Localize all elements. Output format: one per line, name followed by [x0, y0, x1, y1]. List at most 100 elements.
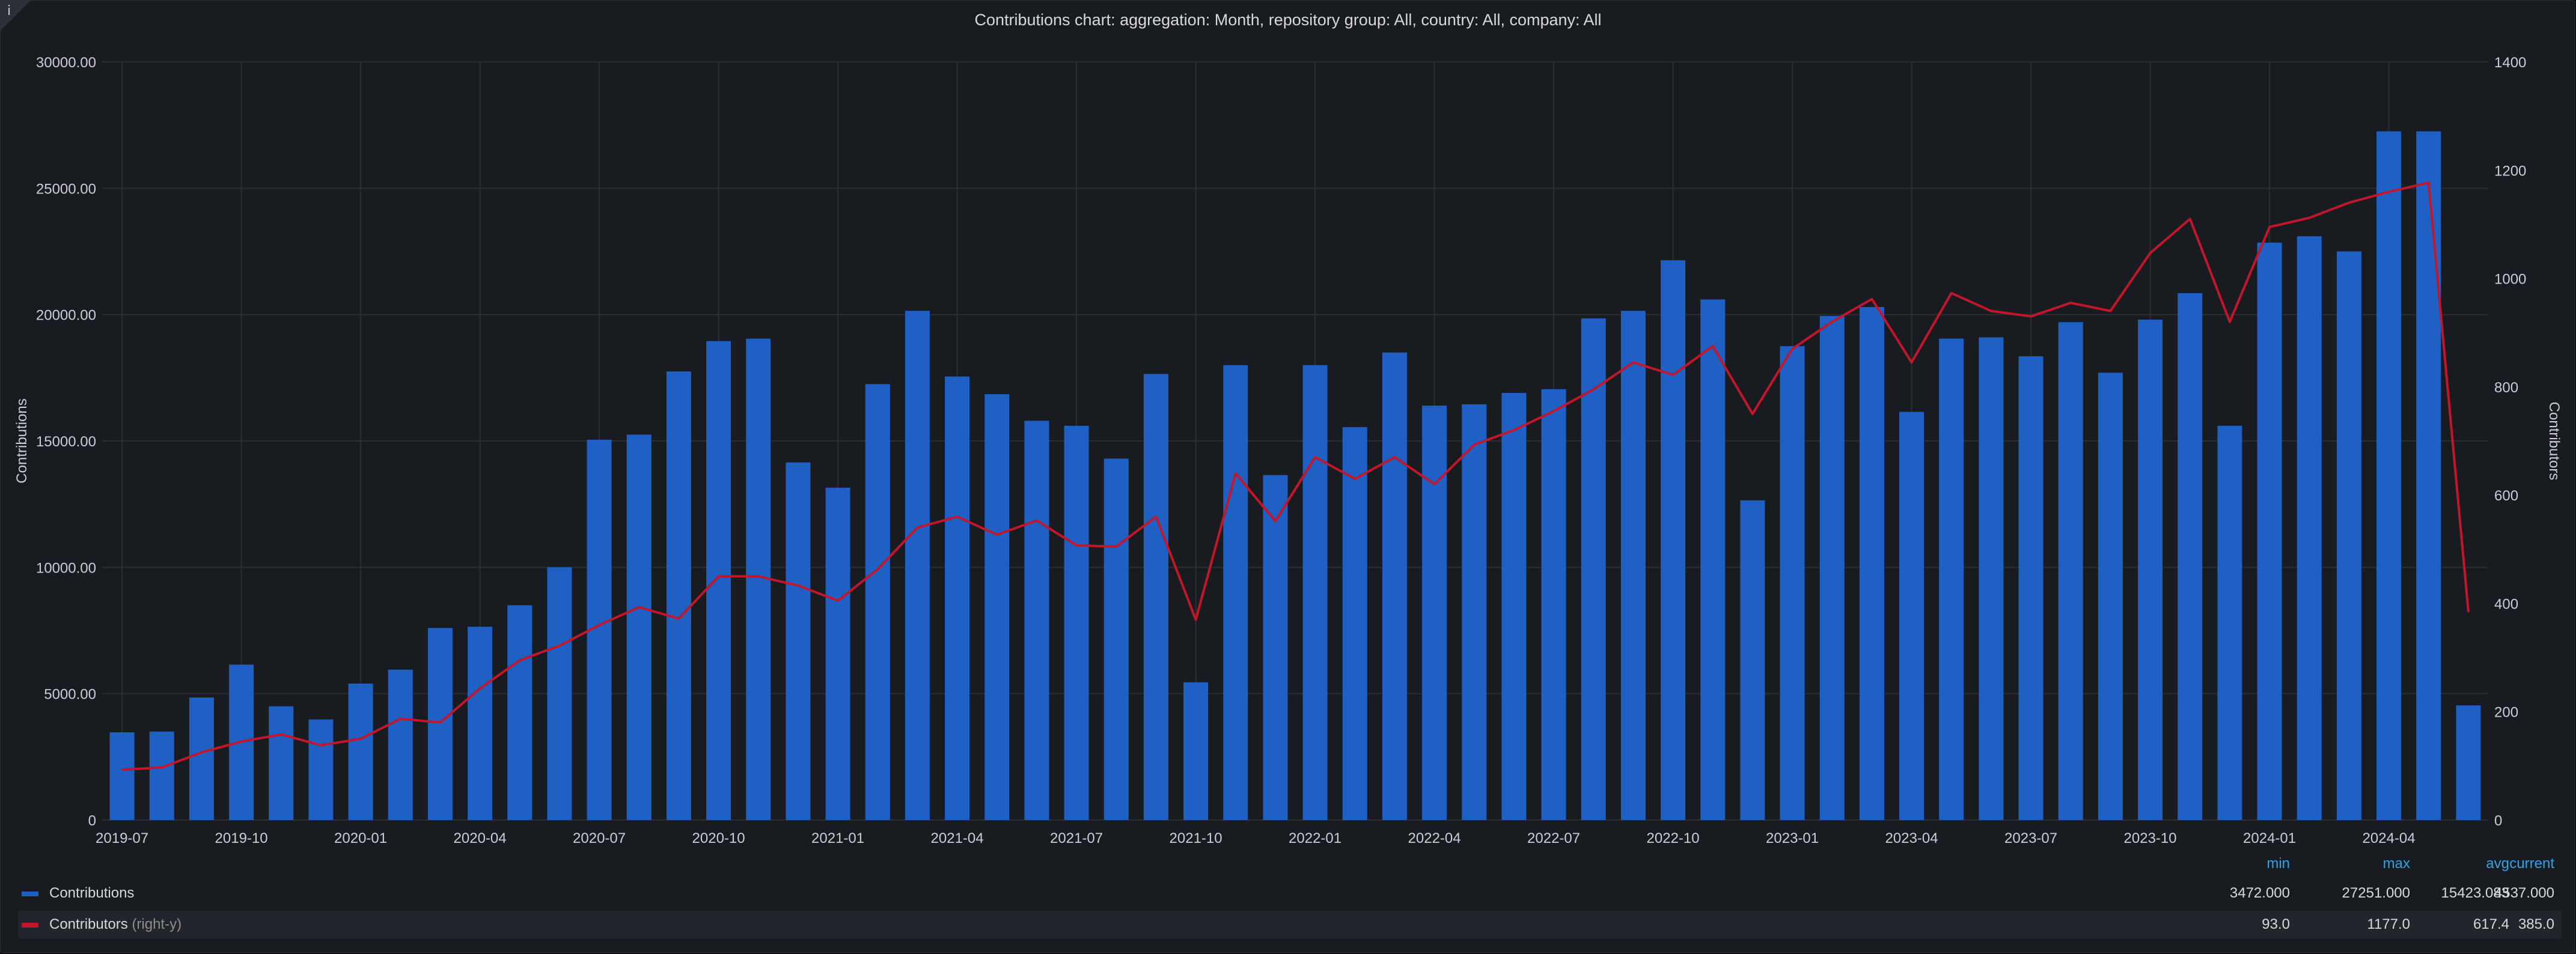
chart-plot: 0 5000.00 10000.00 15000.00 20000.00 25000.00… — [14, 55, 2562, 846]
bar-contributions — [1700, 299, 1726, 821]
point-contributors — [1751, 413, 1754, 415]
y-tick-label: 30000.00 — [36, 55, 96, 71]
x-tick-label: 2019-10 — [215, 830, 268, 846]
bar-contributions — [1103, 458, 1129, 820]
bar-contributions — [2018, 356, 2043, 820]
bar-contributions — [2336, 251, 2361, 820]
point-contributors — [718, 575, 720, 577]
bar-contributions — [2138, 320, 2163, 820]
legend-header-max[interactable]: max — [2382, 855, 2410, 872]
bar-contributions — [2178, 293, 2203, 820]
x-tick-label: 2023-01 — [1766, 830, 1819, 846]
point-contributors — [1433, 483, 1436, 485]
point-contributors — [1513, 429, 1515, 431]
point-contributors — [916, 526, 918, 529]
bar-contributions — [1342, 427, 1367, 820]
legend-header-min[interactable]: min — [2266, 855, 2290, 872]
bar-contributions — [468, 627, 493, 820]
x-tick-label: 2020-10 — [692, 830, 745, 846]
x-tick-label: 2022-01 — [1289, 830, 1341, 846]
point-contributors — [519, 659, 521, 661]
bar-contributions — [1661, 260, 1686, 820]
point-contributors — [2149, 252, 2152, 254]
point-contributors — [439, 722, 441, 724]
bar-contributions — [2257, 242, 2282, 820]
legend-current: 4537.000 — [2494, 885, 2554, 901]
point-contributors — [1314, 456, 1316, 458]
bar-contributions — [1064, 425, 1089, 820]
x-tick-label: 2021-07 — [1050, 830, 1103, 846]
bar-contributions — [1819, 315, 1845, 820]
x-tick-label: 2020-01 — [334, 830, 387, 846]
point-contributors — [2030, 315, 2032, 318]
y-right-tick-label: 1000 — [2494, 272, 2526, 288]
legend-series-label: Contributors — [49, 916, 128, 932]
point-contributors — [2069, 302, 2072, 304]
point-contributors — [1274, 520, 1277, 522]
bar-contributions — [1899, 412, 1924, 820]
panel-info-corner[interactable] — [0, 0, 31, 31]
y-right-tick-label: 0 — [2494, 813, 2502, 829]
bar-contributions — [2297, 236, 2322, 820]
point-contributors — [2388, 190, 2390, 193]
bar-contributions — [1183, 682, 1209, 820]
point-contributors — [2428, 181, 2430, 184]
x-tick-label: 2023-10 — [2124, 830, 2177, 846]
info-icon[interactable]: i — [7, 4, 11, 19]
point-contributors — [2467, 610, 2470, 613]
point-contributors — [1473, 443, 1476, 446]
bar-contributions — [945, 376, 970, 820]
bar-contributions — [1581, 318, 1606, 820]
y-tick-label: 15000.00 — [36, 434, 96, 450]
point-contributors — [757, 575, 760, 577]
point-contributors — [1036, 520, 1038, 522]
legend-header-current[interactable]: current — [2509, 855, 2554, 872]
point-contributors — [876, 568, 879, 571]
y-right-tick-label: 600 — [2494, 488, 2518, 504]
legend-min: 93.0 — [2262, 916, 2290, 932]
bar-contributions — [1979, 337, 2004, 820]
point-contributors — [1632, 361, 1634, 363]
point-contributors — [1552, 410, 1555, 412]
y-tick-label: 25000.00 — [36, 181, 96, 197]
bar-contributions — [1541, 389, 1566, 820]
legend-row-contributors[interactable]: Contributors (right-y) 93.0 1177.0 617.4… — [18, 911, 2562, 938]
bar-contributions — [269, 706, 294, 820]
bar-contributions — [1462, 404, 1487, 820]
bar-contributions — [1024, 421, 1049, 820]
bar-contributions — [1859, 307, 1884, 821]
point-contributors — [399, 717, 401, 720]
point-contributors — [1195, 618, 1197, 621]
bar-contributions — [2058, 322, 2083, 820]
point-contributors — [1870, 298, 1873, 300]
point-contributors — [160, 767, 163, 769]
x-tick-label: 2022-04 — [1408, 830, 1461, 846]
point-contributors — [200, 751, 203, 753]
bar-contributions — [1382, 352, 1407, 820]
legend-series-suffix: (right-y) — [132, 916, 182, 932]
legend-series-name[interactable]: Contributions — [49, 885, 135, 901]
y-right-tick-label: 1200 — [2494, 163, 2526, 179]
bar-contributions — [1501, 393, 1527, 820]
bar-contributions — [706, 341, 731, 820]
bar-contributions — [666, 371, 691, 820]
legend-header-avg[interactable]: avg — [2486, 855, 2509, 872]
legend-series-name[interactable]: Contributors (right-y) — [49, 916, 182, 933]
y-tick-label: 0 — [88, 813, 96, 829]
bar-contributions — [786, 462, 811, 820]
point-contributors — [677, 618, 680, 620]
legend-row-contributions[interactable]: Contributions 3472.000 27251.000 15423.0… — [18, 880, 2562, 907]
bar-contributions — [1143, 374, 1168, 820]
x-tick-label: 2024-04 — [2363, 830, 2416, 846]
bar-contributions — [1780, 346, 1805, 820]
point-contributors — [1592, 388, 1595, 390]
y-axis-title: Contributions — [14, 398, 30, 483]
point-contributors — [359, 738, 362, 740]
x-tick-label: 2023-04 — [1885, 830, 1938, 846]
x-tick-label: 2021-01 — [811, 830, 864, 846]
y-tick-label: 10000.00 — [36, 560, 96, 576]
point-contributors — [2268, 226, 2271, 228]
point-contributors — [479, 687, 481, 690]
bar-contributions — [1620, 311, 1646, 820]
y-tick-label: 20000.00 — [36, 308, 96, 324]
